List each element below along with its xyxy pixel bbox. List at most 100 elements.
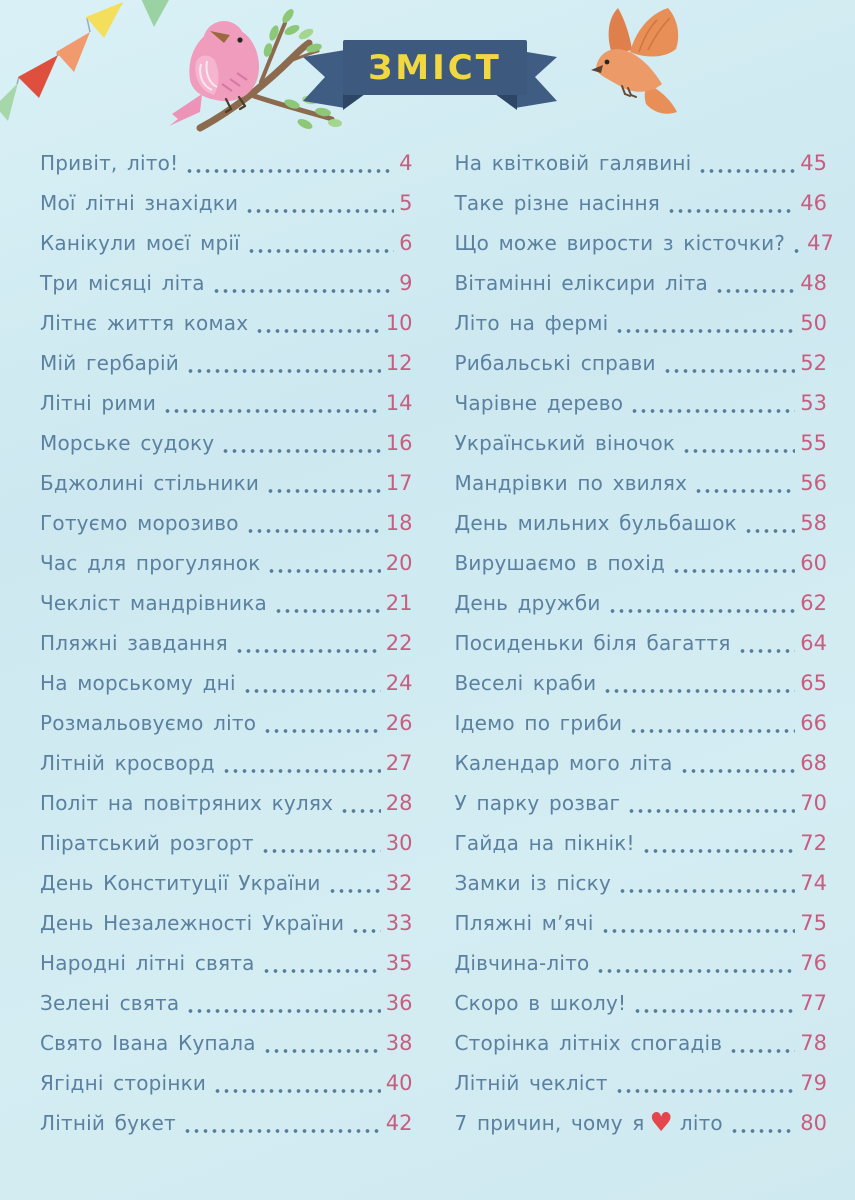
page-number: 4 xyxy=(399,151,413,175)
toc-entry: Три місяці літа 9 xyxy=(40,256,413,296)
flag-yellow xyxy=(86,2,123,38)
heart-icon: ♥ xyxy=(649,1108,673,1138)
dot-leader xyxy=(245,526,381,536)
page-number: 79 xyxy=(800,1071,827,1095)
toc-entry: Народні літні свята 35 xyxy=(40,936,413,976)
page-number: 12 xyxy=(385,351,413,375)
orange-flying-bird-icon xyxy=(591,8,679,114)
page-number: 40 xyxy=(385,1071,413,1095)
dot-leader xyxy=(607,606,796,616)
page-number: 6 xyxy=(399,231,413,255)
dot-leader xyxy=(234,646,381,656)
bunting-flags-icon xyxy=(0,0,169,121)
toc-entry: Мої літні знахідки 5 xyxy=(40,176,413,216)
toc-entry: Морське судоку 16 xyxy=(40,416,413,456)
dot-leader xyxy=(630,406,796,416)
entry-title: Замки із піску xyxy=(454,871,611,895)
page-number: 22 xyxy=(385,631,413,655)
dot-leader xyxy=(729,1126,796,1136)
entry-title: Літній чекліст xyxy=(454,1071,608,1095)
page-number: 60 xyxy=(800,551,827,575)
entry-title: Літо на фермі xyxy=(454,311,609,335)
dot-leader xyxy=(633,1006,796,1016)
toc-entry: 7 причин, чому я ♥ літо 80 xyxy=(455,1096,827,1138)
entry-title-suffix: літо xyxy=(679,1111,723,1135)
dot-leader xyxy=(260,846,381,856)
entry-title: Пляжні м’ячі xyxy=(454,911,594,935)
page-number: 10 xyxy=(385,311,413,335)
flag-green xyxy=(141,0,169,27)
toc-entry: День дружби 62 xyxy=(454,576,827,616)
toc-entry: Сторінка літніх спогадів 78 xyxy=(455,1016,827,1056)
entry-title: Чекліст мандрівника xyxy=(40,591,267,615)
page-number: 62 xyxy=(800,591,827,615)
toc-entry: Що може вирости з кісточки? 47 xyxy=(455,216,834,256)
page-number: 33 xyxy=(385,911,413,935)
dot-leader xyxy=(614,1086,796,1096)
toc-entry: Чекліст мандрівника 21 xyxy=(40,576,413,616)
page-title: ЗМІСТ xyxy=(368,48,502,88)
dot-leader xyxy=(641,846,796,856)
page-number: 14 xyxy=(385,391,413,415)
dot-leader xyxy=(682,446,796,456)
entry-title: Скоро в школу! xyxy=(454,991,627,1015)
page-number: 75 xyxy=(800,911,827,935)
dot-leader xyxy=(694,486,796,496)
toc-entry: Мандрівки по хвилях 56 xyxy=(455,456,827,496)
dot-leader xyxy=(245,206,395,216)
entry-title: Зелені свята xyxy=(40,991,180,1015)
entry-title: Бджолині стільники xyxy=(40,471,260,495)
dot-leader xyxy=(737,646,796,656)
toc-entry: День Незалежності України 33 xyxy=(40,896,413,936)
page-number: 68 xyxy=(800,751,827,775)
dot-leader xyxy=(163,406,381,416)
page-number: 53 xyxy=(800,391,827,415)
page-number: 56 xyxy=(800,471,827,495)
entry-title: День Конституції України xyxy=(40,871,321,895)
entry-title: Вітамінні еліксири літа xyxy=(454,271,709,295)
entry-title: Літній букет xyxy=(40,1111,176,1135)
toc-entry: Календар мого літа 68 xyxy=(455,736,827,776)
page-number: 70 xyxy=(800,791,827,815)
dot-leader xyxy=(743,526,796,536)
toc-column-left: Привіт, літо! 4 Мої літні знахідки 5 Канікул… xyxy=(40,136,413,1136)
toc-entry: Зелені свята 36 xyxy=(40,976,413,1016)
entry-title: Літні рими xyxy=(40,391,157,415)
page-number: 28 xyxy=(385,791,413,815)
toc-entry: Вирушаємо в похід 60 xyxy=(455,536,827,576)
page-number: 27 xyxy=(385,751,413,775)
dot-leader xyxy=(242,686,381,696)
toc-entry: Літній кросворд 27 xyxy=(40,736,413,776)
entry-title: Веселі краби xyxy=(454,671,597,695)
toc-column-right: На квітковій галявині 45 Таке різне насінн… xyxy=(454,136,834,1138)
page-number: 50 xyxy=(800,311,827,335)
entry-title: Літній кросворд xyxy=(40,751,215,775)
toc-entry: Рибальські справи 52 xyxy=(455,336,827,376)
leaves xyxy=(263,9,342,129)
toc-entry: Ідемо по гриби 66 xyxy=(455,696,827,736)
page-number: 66 xyxy=(800,711,827,735)
entry-title: На морському дні xyxy=(40,671,236,695)
toc-entry: На квітковій галявині 45 xyxy=(455,136,827,176)
dot-leader xyxy=(792,246,803,256)
flag-green-2 xyxy=(0,83,18,121)
toc-entry: Таке різне насіння 46 xyxy=(455,176,827,216)
page-number: 20 xyxy=(385,551,413,575)
entry-title: День дружби xyxy=(454,591,601,615)
dot-leader xyxy=(351,926,381,936)
toc-entry: На морському дні 24 xyxy=(40,656,413,696)
page-number: 76 xyxy=(800,951,827,975)
dot-leader xyxy=(603,686,796,696)
dot-leader xyxy=(221,446,381,456)
toc-entry: Літній букет 42 xyxy=(40,1096,413,1136)
dot-leader xyxy=(185,166,395,176)
page-number: 32 xyxy=(385,871,413,895)
toc-entry: Замки із піску 74 xyxy=(454,856,827,896)
toc-entry: День Конституції України 32 xyxy=(40,856,413,896)
dot-leader xyxy=(596,966,796,976)
toc-entry: Дівчина-літо 76 xyxy=(455,936,827,976)
toc-entry: Чарівне дерево 53 xyxy=(455,376,827,416)
page-number: 5 xyxy=(399,191,413,215)
entry-title: Морське судоку xyxy=(40,431,215,455)
entry-title: Привіт, літо! xyxy=(40,151,179,175)
